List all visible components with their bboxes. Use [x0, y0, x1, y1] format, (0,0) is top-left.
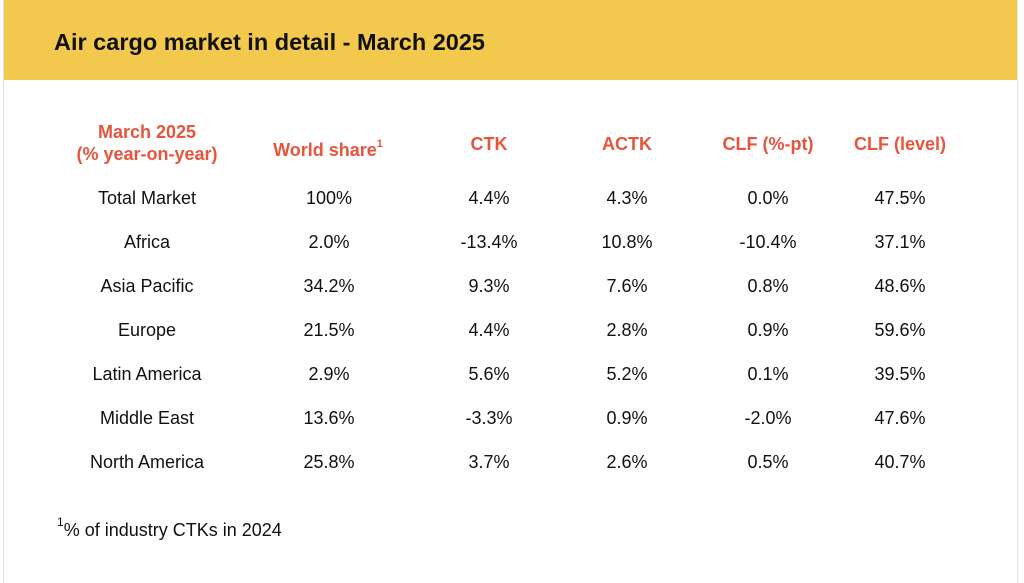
footnote-marker: 1: [376, 138, 383, 150]
cell-world-share: 13.6%: [303, 408, 355, 428]
cell-clf-level: 47.5%: [874, 188, 926, 208]
cell-ctk: 5.6%: [468, 364, 510, 384]
cell-ctk: 9.3%: [468, 276, 510, 296]
cell-region: Asia Pacific: [100, 276, 194, 296]
cell-region: North America: [89, 452, 205, 472]
cell-clf-pt: 0.0%: [747, 188, 789, 208]
cell-region: Latin America: [92, 364, 202, 384]
cell-world-share: 2.0%: [308, 232, 350, 252]
cell-ctk: 3.7%: [468, 452, 510, 472]
column-header-clf-pt: CLF (%-pt): [722, 134, 814, 154]
table-card: Air cargo market in detail - March 2025 …: [3, 0, 1018, 583]
cell-clf-pt: -2.0%: [744, 408, 792, 428]
cell-actk: 4.3%: [606, 188, 648, 208]
cell-clf-level: 37.1%: [874, 232, 926, 252]
cell-clf-pt: 0.9%: [747, 320, 789, 340]
column-header-region-line2: (% year-on-year): [76, 144, 218, 164]
column-header-clf-level: CLF (level): [853, 134, 947, 154]
cell-world-share: 21.5%: [303, 320, 355, 340]
column-header-actk: ACTK: [602, 134, 652, 154]
cell-actk: 7.6%: [606, 276, 648, 296]
cell-region: Total Market: [97, 188, 197, 208]
cell-region: Europe: [117, 320, 177, 340]
cell-actk: 0.9%: [606, 408, 648, 428]
title-band: Air cargo market in detail - March 2025: [4, 0, 1017, 80]
column-header-ctk: CTK: [470, 134, 508, 154]
cell-region: Middle East: [99, 408, 195, 428]
cell-region: Africa: [123, 232, 171, 252]
cell-ctk: -3.3%: [465, 408, 513, 428]
cell-ctk: 4.4%: [468, 320, 510, 340]
cell-ctk: 4.4%: [468, 188, 510, 208]
column-header-region-line1: March 2025: [97, 122, 197, 142]
cell-world-share: 25.8%: [303, 452, 355, 472]
cell-clf-level: 59.6%: [874, 320, 926, 340]
cell-ctk: -13.4%: [460, 232, 518, 252]
cell-clf-pt: 0.1%: [747, 364, 789, 384]
footnote: 1% of industry CTKs in 2024: [57, 515, 282, 541]
cell-world-share: 100%: [305, 188, 353, 208]
cell-clf-pt: -10.4%: [739, 232, 797, 252]
cell-world-share: 2.9%: [308, 364, 350, 384]
cell-clf-level: 40.7%: [874, 452, 926, 472]
footnote-text: % of industry CTKs in 2024: [63, 520, 282, 540]
cell-clf-level: 47.6%: [874, 408, 926, 428]
column-header-region: March 2025 (% year-on-year): [76, 121, 217, 165]
cell-clf-level: 48.6%: [874, 276, 926, 296]
column-header-world-share: World share1: [273, 135, 383, 161]
cell-actk: 2.6%: [606, 452, 648, 472]
column-header-world-share-label: World share: [273, 140, 377, 160]
cell-clf-pt: 0.5%: [747, 452, 789, 472]
cell-actk: 5.2%: [606, 364, 648, 384]
page-title: Air cargo market in detail - March 2025: [54, 29, 485, 55]
footnote-number: 1: [57, 515, 64, 529]
cell-actk: 2.8%: [606, 320, 648, 340]
cell-clf-pt: 0.8%: [747, 276, 789, 296]
cell-actk: 10.8%: [601, 232, 653, 252]
cell-world-share: 34.2%: [303, 276, 355, 296]
cell-clf-level: 39.5%: [874, 364, 926, 384]
